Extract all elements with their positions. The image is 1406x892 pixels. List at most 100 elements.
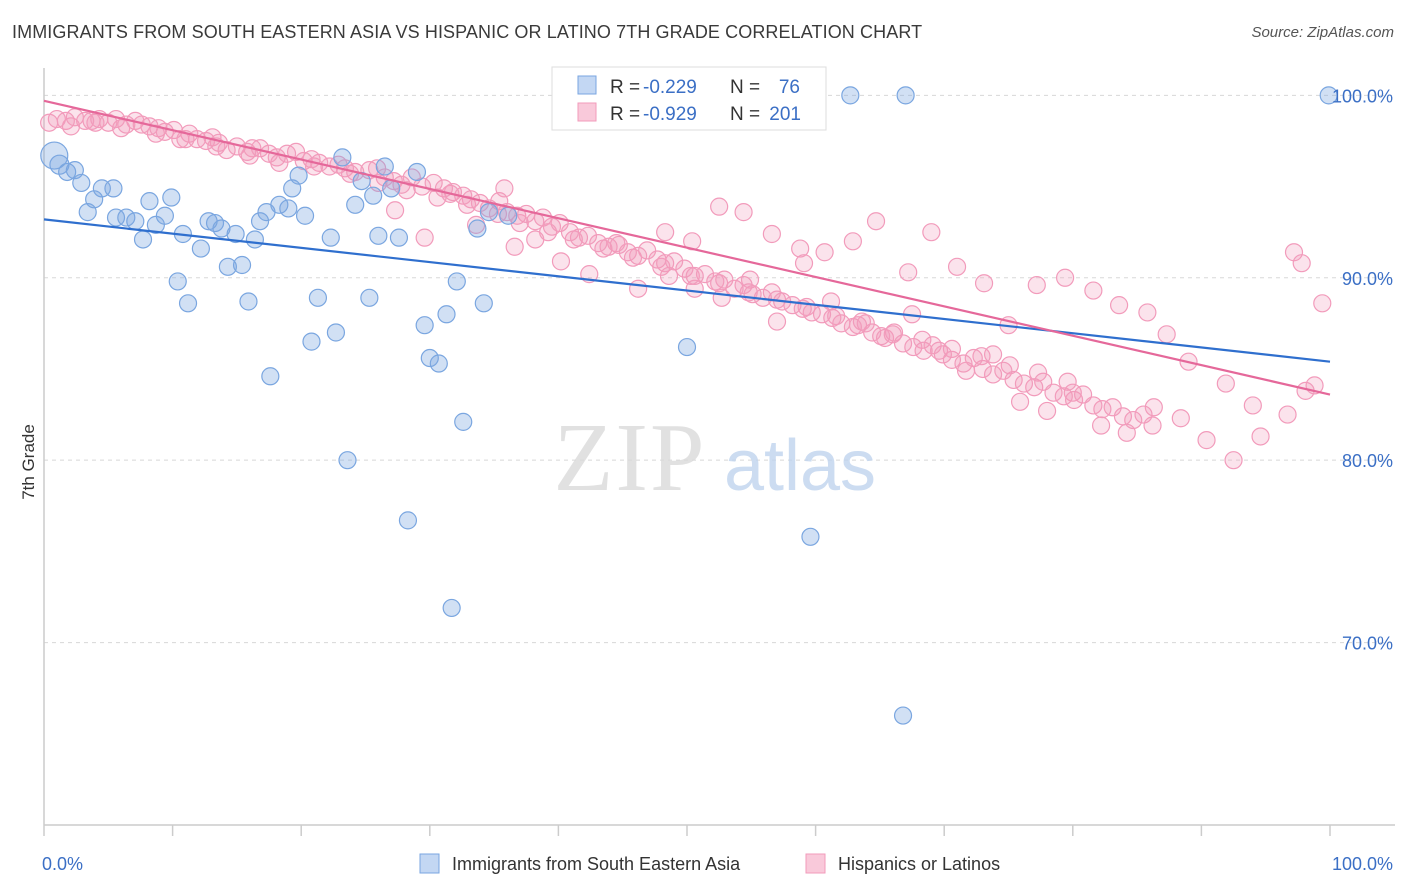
- data-point-hispanic: [929, 341, 949, 360]
- trend-line-hispanic: [43, 99, 1331, 396]
- data-point-hispanic: [1064, 390, 1084, 410]
- data-point-sea: [126, 212, 145, 231]
- data-point-hispanic: [797, 297, 816, 317]
- data-point-sea: [468, 219, 487, 238]
- data-point-hispanic: [1103, 398, 1122, 417]
- data-point-sea: [155, 206, 174, 225]
- data-point-sea: [308, 288, 328, 307]
- data-point-sea: [360, 288, 379, 307]
- data-point-hispanic: [589, 234, 608, 253]
- data-point-hispanic: [564, 230, 583, 249]
- data-point-hispanic: [740, 270, 760, 289]
- data-point-hispanic: [1284, 243, 1304, 262]
- data-point-hispanic: [1117, 423, 1136, 442]
- data-point-hispanic: [947, 257, 967, 276]
- stats-n-label-2: N =: [730, 104, 760, 125]
- data-point-hispanic: [866, 212, 886, 231]
- trend-line-sea: [43, 218, 1331, 363]
- stats-r-value-2: -0.929: [643, 104, 697, 125]
- data-point-hispanic: [1027, 275, 1046, 295]
- data-point-hispanic: [659, 266, 679, 286]
- data-point-hispanic: [843, 232, 862, 251]
- data-point-hispanic: [1037, 401, 1057, 421]
- data-point-hispanic: [710, 274, 729, 293]
- data-point-sea: [338, 451, 357, 470]
- data-point-hispanic: [1044, 383, 1063, 402]
- y-tick-label: 80.0%: [1342, 451, 1393, 471]
- series-sea-points: [40, 86, 1338, 725]
- data-point-sea: [1319, 86, 1338, 105]
- x-tick-label: 100.0%: [1332, 854, 1393, 874]
- data-point-hispanic: [1251, 427, 1270, 446]
- data-point-sea: [279, 199, 298, 218]
- data-point-hispanic: [1138, 303, 1157, 322]
- data-point-hispanic: [762, 224, 781, 244]
- data-point-sea: [168, 272, 187, 291]
- data-point-sea: [364, 186, 383, 205]
- data-point-sea: [232, 255, 252, 275]
- stats-n-value-2: 201: [769, 104, 801, 125]
- data-point-hispanic: [695, 265, 715, 284]
- data-point-hispanic: [1058, 372, 1077, 391]
- data-point-sea: [677, 337, 697, 357]
- data-point-sea: [270, 195, 289, 214]
- data-point-hispanic: [61, 117, 81, 136]
- data-point-sea: [407, 162, 427, 182]
- data-point-hispanic: [1216, 374, 1235, 393]
- data-point-sea: [479, 203, 499, 222]
- data-point-hispanic: [629, 279, 648, 298]
- series-hispanics-points: [40, 108, 1332, 470]
- data-point-sea: [250, 212, 270, 231]
- data-point-hispanic: [1144, 398, 1163, 417]
- data-point-hispanic: [815, 243, 834, 262]
- data-point-hispanic: [1025, 378, 1044, 397]
- data-point-hispanic: [638, 241, 657, 260]
- data-point-sea: [321, 228, 340, 247]
- data-point-hispanic: [397, 181, 416, 200]
- data-point-sea: [178, 294, 198, 313]
- data-point-hispanic: [956, 361, 976, 380]
- chart-title: IMMIGRANTS FROM SOUTH EASTERN ASIA VS HI…: [12, 22, 923, 42]
- data-point-sea: [104, 179, 123, 198]
- data-point-hispanic: [1054, 387, 1073, 406]
- legend-label-hispanic: Hispanics or Latinos: [838, 854, 1000, 874]
- data-point-sea: [442, 598, 461, 618]
- data-point-sea: [346, 195, 365, 214]
- data-point-hispanic: [505, 237, 524, 256]
- data-point-hispanic: [1055, 268, 1075, 287]
- data-point-hispanic: [922, 223, 941, 242]
- stats-swatch-sea: [577, 75, 597, 95]
- data-point-hispanic: [734, 203, 753, 222]
- data-point-hispanic: [1313, 294, 1332, 313]
- data-point-hispanic: [415, 228, 434, 247]
- data-point-hispanic: [954, 354, 973, 373]
- data-point-hispanic: [983, 345, 1003, 364]
- data-point-hispanic: [526, 230, 545, 249]
- data-point-hispanic: [286, 142, 306, 162]
- data-point-hispanic: [656, 223, 675, 242]
- data-point-hispanic: [1004, 370, 1023, 390]
- data-point-hispanic: [1197, 431, 1216, 450]
- data-point-sea: [375, 157, 394, 176]
- y-tick-labels: 70.0% 80.0% 90.0% 100.0%: [1332, 86, 1393, 653]
- data-point-hispanic: [146, 124, 165, 143]
- data-point-sea: [295, 206, 315, 225]
- data-point-hispanic: [424, 173, 443, 193]
- data-point-hispanic: [56, 111, 75, 130]
- data-point-sea: [420, 348, 439, 368]
- trend-lines: [43, 99, 1331, 396]
- data-point-sea: [893, 706, 913, 725]
- data-point-sea: [289, 166, 308, 185]
- data-point-sea: [40, 141, 69, 170]
- stats-r-label-1: R =: [610, 77, 640, 98]
- data-point-sea: [398, 511, 418, 530]
- source-label: Source: ZipAtlas.com: [1251, 24, 1394, 41]
- data-point-sea: [226, 224, 245, 244]
- data-point-hispanic: [578, 226, 598, 245]
- data-point-hispanic: [385, 201, 405, 220]
- y-tick-label: 100.0%: [1332, 86, 1393, 106]
- data-point-sea: [133, 230, 153, 249]
- data-point-hispanic: [1278, 405, 1297, 424]
- data-point-sea: [302, 332, 321, 351]
